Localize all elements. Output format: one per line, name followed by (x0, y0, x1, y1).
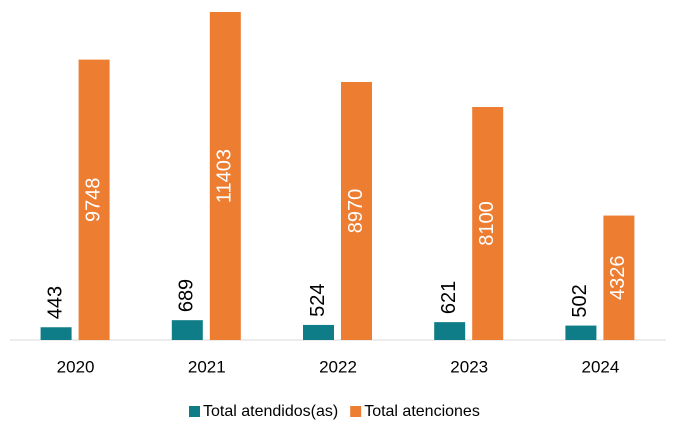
legend-swatch (189, 406, 200, 417)
x-tick-label: 2023 (450, 357, 488, 376)
legend-swatch (350, 406, 362, 417)
x-tick-label: 2020 (57, 357, 95, 376)
x-tick-label: 2022 (319, 357, 357, 376)
data-label: 9748 (82, 178, 104, 223)
data-label: 8970 (345, 189, 367, 234)
bar (303, 324, 334, 340)
bar (341, 81, 372, 340)
x-tick-label: 2021 (188, 357, 226, 376)
data-label: 689 (176, 279, 198, 312)
data-label: 4326 (607, 256, 629, 301)
x-tick-label: 2024 (581, 357, 619, 376)
legend-label: Total atendidos(as) (203, 403, 338, 420)
bar (40, 327, 72, 340)
data-label: 502 (569, 284, 591, 317)
data-label: 443 (44, 286, 66, 319)
bar (565, 325, 597, 340)
bar (209, 12, 241, 340)
data-label: 11403 (214, 149, 236, 203)
data-label: 621 (438, 281, 460, 314)
bar (78, 59, 110, 341)
legend-label: Total atenciones (364, 403, 480, 420)
bar (434, 322, 466, 340)
bar (472, 107, 504, 340)
bar (171, 320, 203, 340)
data-label: 8100 (476, 201, 498, 246)
data-label: 524 (307, 284, 329, 317)
bar (603, 215, 635, 340)
